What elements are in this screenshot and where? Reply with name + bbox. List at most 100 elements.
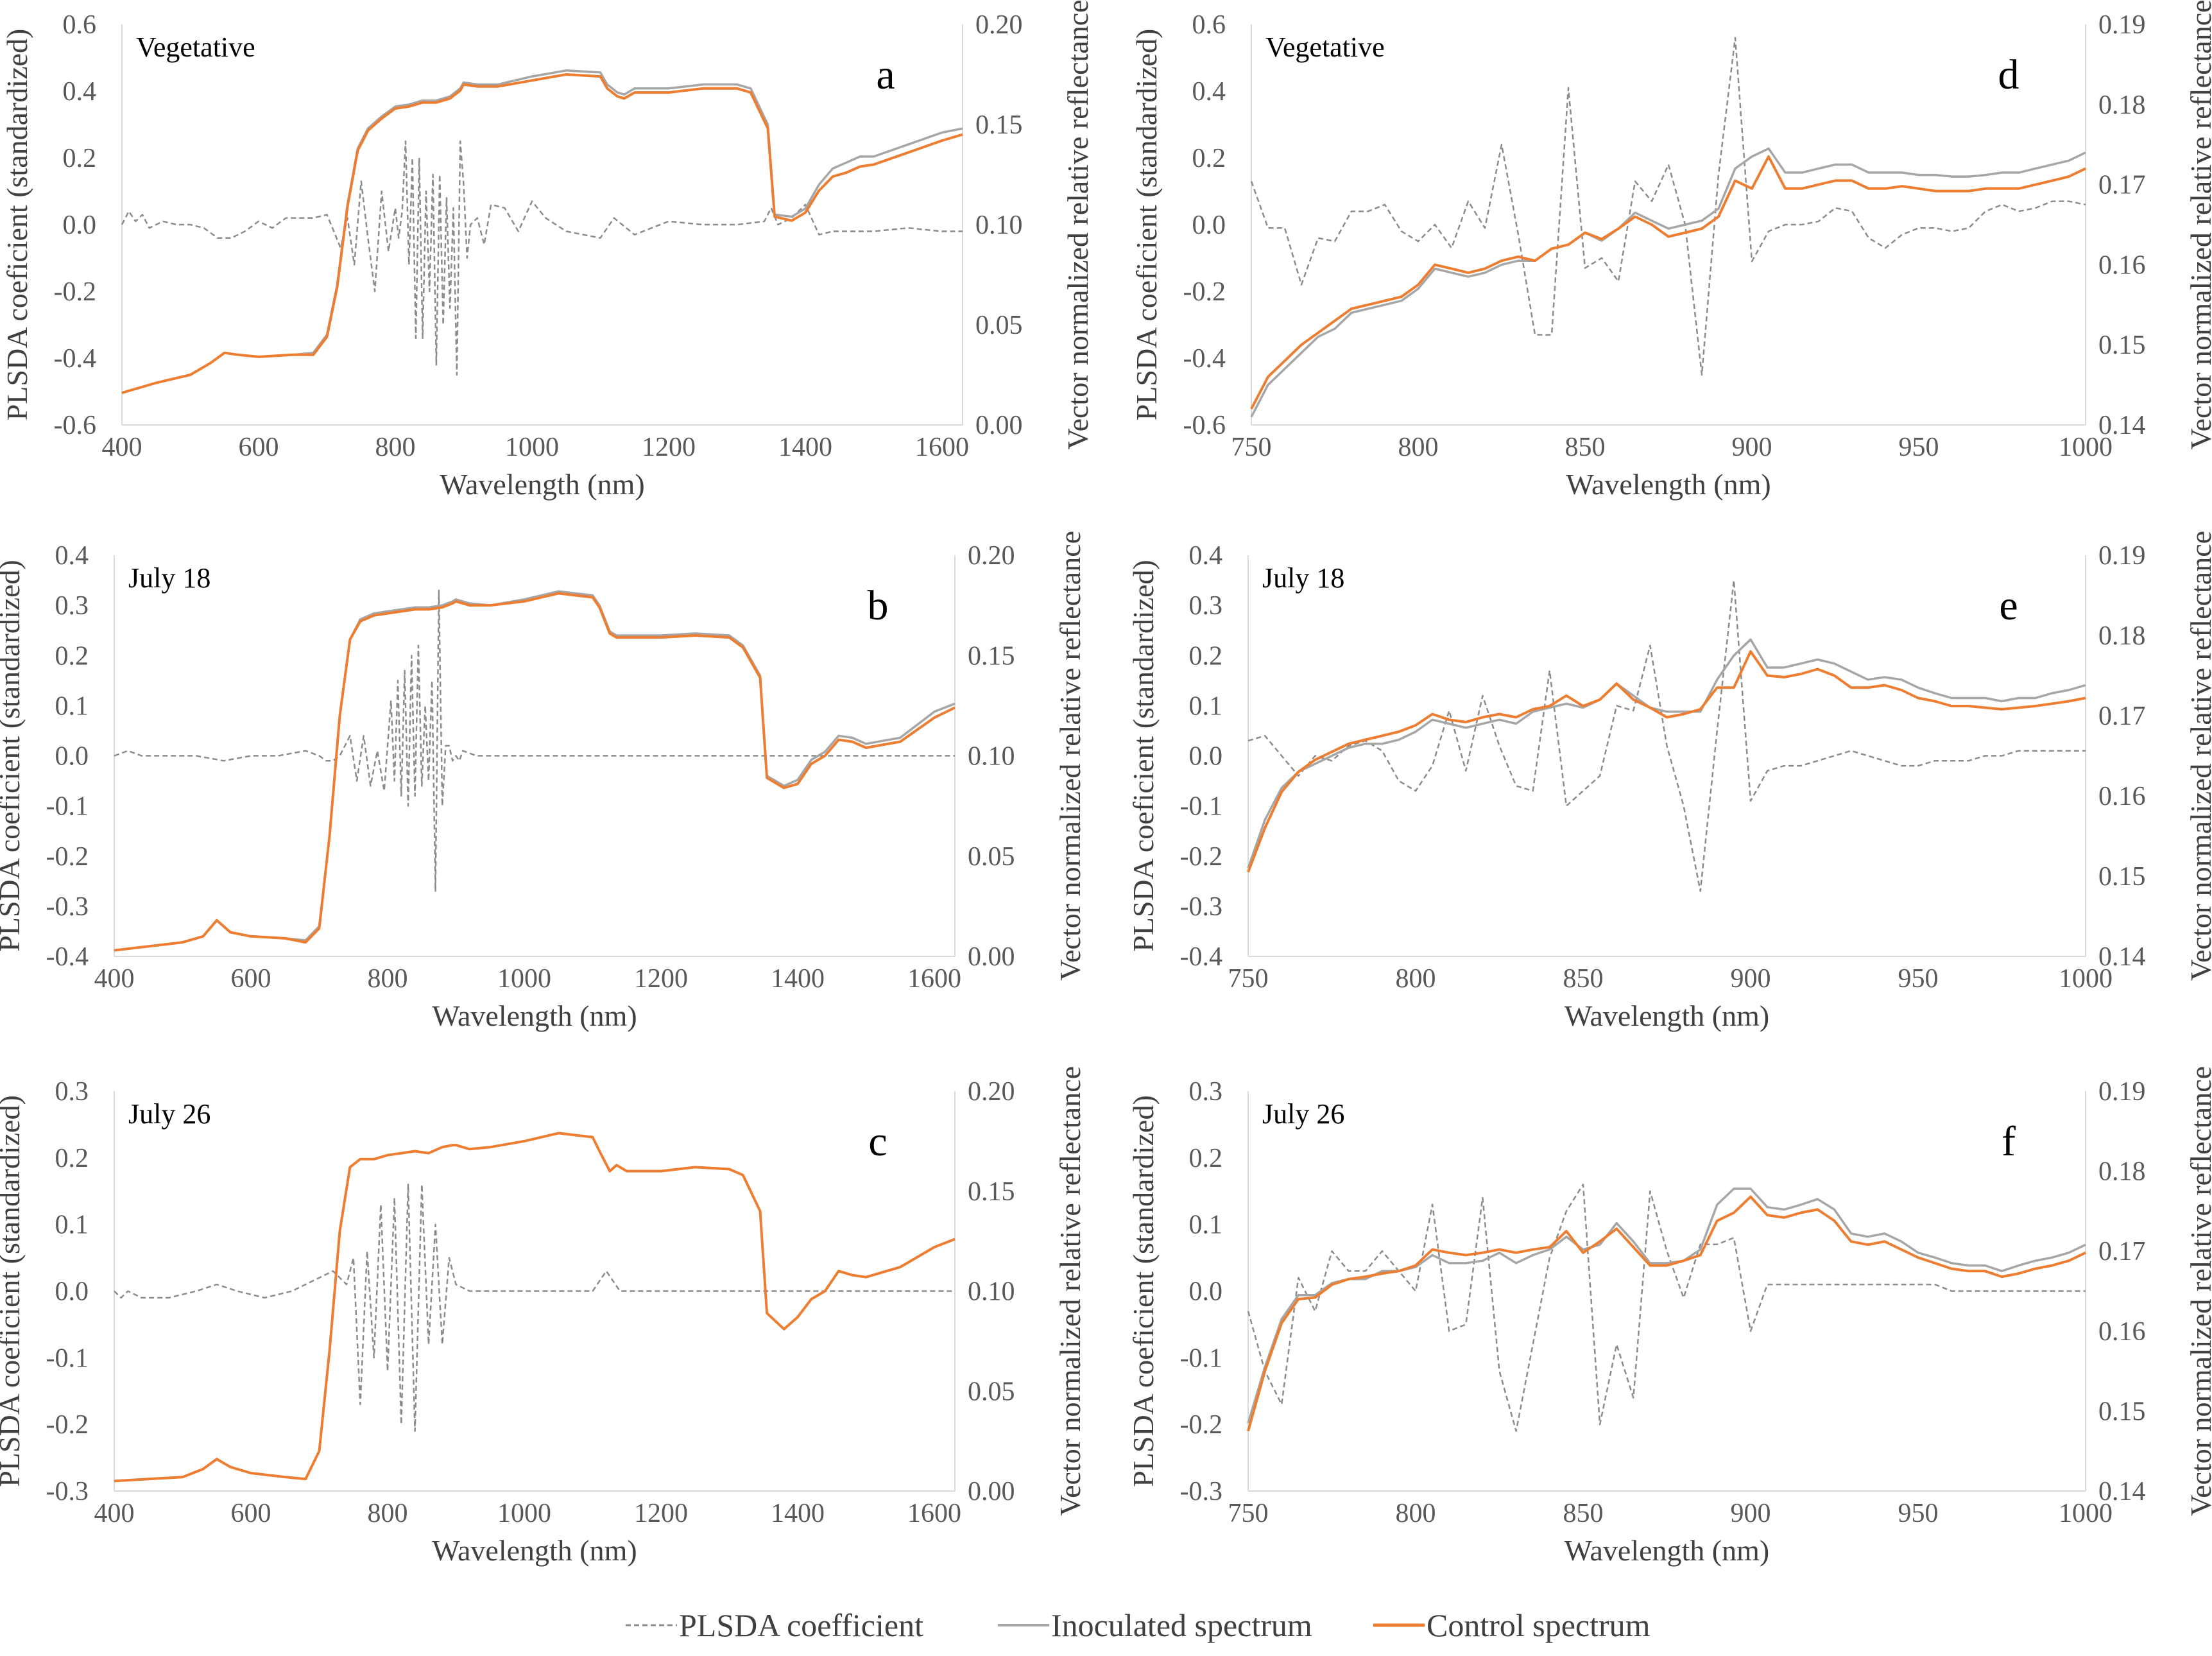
x-tick-label: 1200	[634, 1499, 688, 1528]
y-tick-label: 0.1	[1189, 691, 1223, 721]
x-tick-label: 800	[1396, 964, 1436, 994]
panel-letter: e	[1999, 582, 2018, 629]
y2-tick-label: 0.14	[2098, 411, 2146, 440]
panel-c: 400 600 800 1000 1200 1400 1600 -0.3 -0.2 -0.1 0.0…	[0, 1066, 1086, 1567]
y-axis-title: PLSDA coeficient (standardized)	[1127, 1095, 1160, 1487]
x-tick-label: 850	[1565, 433, 1606, 462]
x-tick-label: 800	[1398, 433, 1439, 462]
y2-tick-label: 0.16	[2098, 1317, 2146, 1347]
x-axis-title: Wavelength (nm)	[440, 468, 644, 501]
y2-tick-label: 0.14	[2098, 942, 2146, 972]
y-tick-label: 0.4	[1189, 541, 1223, 571]
y2-tick-label: 0.19	[2098, 541, 2146, 571]
y-axis-title: PLSDA coeficient (standardized)	[1, 29, 33, 421]
x-tick-label: 600	[231, 964, 271, 994]
x-axis-title: Wavelength (nm)	[1566, 468, 1770, 501]
x-tick-label: 1600	[915, 433, 969, 462]
x-tick-label: 400	[94, 1499, 135, 1528]
x-tick-label: 950	[1898, 964, 1939, 994]
y2-tick-label: 0.15	[2098, 862, 2146, 892]
y2-tick-label: 0.18	[2098, 91, 2146, 120]
series-control-spectrum	[114, 1132, 956, 1483]
x-tick-label: 1400	[771, 1499, 825, 1528]
y-tick-label: 0.0	[63, 211, 97, 240]
y2-tick-label: 0.05	[968, 842, 1015, 872]
y2-tick-label: 0.00	[968, 942, 1015, 972]
panel-label: Vegetative	[136, 31, 255, 63]
series-inoculated-spectrum	[114, 1132, 956, 1483]
x-axis-title: Wavelength (nm)	[1565, 999, 1769, 1032]
series-control-spectrum	[1250, 155, 2086, 410]
y-tick-label: -0.4	[1180, 942, 1223, 972]
y2-tick-label: 0.18	[2098, 1157, 2146, 1187]
y-tick-label: -0.2	[46, 842, 89, 872]
y-tick-label: 0.2	[55, 1144, 89, 1173]
x-tick-label: 900	[1732, 433, 1772, 462]
y2-tick-label: 0.00	[968, 1477, 1015, 1506]
y-tick-label: 0.2	[55, 641, 89, 671]
y-tick-label: -0.3	[46, 1477, 89, 1506]
x-tick-label: 1400	[778, 433, 832, 462]
y-tick-label: 0.3	[1189, 1077, 1223, 1107]
y-tick-label: 0.6	[1192, 10, 1226, 40]
panel-b: 400 600 800 1000 1200 1400 1600 -0.4 -0.3 -0.2 -0.…	[0, 531, 1086, 1032]
y-tick-label: -0.2	[1180, 842, 1223, 872]
y-tick-label: 0.2	[1192, 144, 1226, 173]
x-axis-title: Wavelength (nm)	[432, 1534, 637, 1567]
y2-tick-label: 0.15	[968, 1177, 1015, 1207]
series-inoculated-spectrum	[114, 590, 956, 952]
y-axis-title: PLSDA coeficient (standardized)	[1130, 29, 1163, 421]
y2-tick-label: 0.00	[975, 411, 1023, 440]
y2-tick-label: 0.15	[2098, 1397, 2146, 1426]
y-axis-title: PLSDA coeficient (standardized)	[1127, 560, 1160, 952]
y2-tick-label: 0.10	[968, 742, 1015, 772]
x-tick-label: 750	[1228, 1499, 1269, 1528]
panels: 400 600 800 1000 1200 1400 1600 -0.6 -0.4 -0.2 0.0…	[0, 0, 2212, 1567]
y2-axis-title: Vector normalized relative reflectance	[1061, 0, 1094, 450]
y-tick-label: -0.3	[1180, 892, 1223, 922]
series-control-spectrum	[121, 73, 963, 395]
panel-letter: a	[876, 51, 895, 98]
y-tick-label: 0.2	[63, 144, 97, 173]
x-tick-label: 1000	[497, 964, 551, 994]
x-axis-title: Wavelength (nm)	[432, 999, 637, 1032]
y2-tick-label: 0.20	[968, 541, 1015, 571]
series-control-spectrum	[1247, 650, 2086, 873]
legend-control-label: Control spectrum	[1427, 1607, 1650, 1643]
y-tick-label: -0.6	[54, 411, 97, 440]
y-axis-title: PLSDA coeficient (standardized)	[0, 1095, 26, 1487]
x-tick-label: 1000	[2059, 964, 2113, 994]
y-tick-label: 0.6	[63, 10, 97, 40]
y-tick-label: -0.4	[54, 344, 97, 374]
legend-coefficient-label: PLSDA coefficient	[679, 1607, 923, 1643]
series-plsda-coefficient	[1250, 37, 2086, 376]
panel-letter: b	[868, 582, 889, 629]
x-tick-label: 800	[368, 1499, 408, 1528]
y2-tick-label: 0.15	[968, 641, 1015, 671]
panel-d: 750 800 850 900 950 1000 -0.6 -0.4 -0.2 0.0 0.2 0.4…	[1130, 0, 2212, 501]
y-tick-label: 0.1	[1189, 1211, 1223, 1240]
series-control-spectrum	[114, 592, 956, 952]
y-tick-label: 0.0	[1189, 1277, 1223, 1307]
y2-tick-label: 0.20	[968, 1077, 1015, 1107]
y-tick-label: 0.4	[1192, 77, 1226, 107]
y2-tick-label: 0.18	[2098, 621, 2146, 651]
y2-tick-label: 0.14	[2098, 1477, 2146, 1506]
x-tick-label: 900	[1731, 964, 1771, 994]
y2-axis-title: Vector normalized relative reflectance	[1054, 1066, 1086, 1516]
y-tick-label: -0.1	[46, 792, 89, 822]
x-tick-label: 950	[1898, 1499, 1939, 1528]
series-inoculated-spectrum	[121, 69, 963, 394]
y2-tick-label: 0.19	[2098, 1077, 2146, 1107]
y-tick-label: -0.2	[46, 1410, 89, 1440]
y-tick-label: -0.1	[1180, 792, 1223, 822]
y-tick-label: 0.3	[55, 591, 89, 621]
y2-tick-label: 0.10	[975, 211, 1023, 240]
panel-a: 400 600 800 1000 1200 1400 1600 -0.6 -0.4 -0.2 0.0…	[1, 0, 1094, 501]
y-tick-label: 0.3	[55, 1077, 89, 1107]
y2-tick-label: 0.19	[2098, 10, 2146, 40]
x-tick-label: 1600	[907, 1499, 961, 1528]
y-tick-label: -0.4	[1183, 344, 1226, 374]
y-tick-label: -0.4	[46, 942, 89, 972]
